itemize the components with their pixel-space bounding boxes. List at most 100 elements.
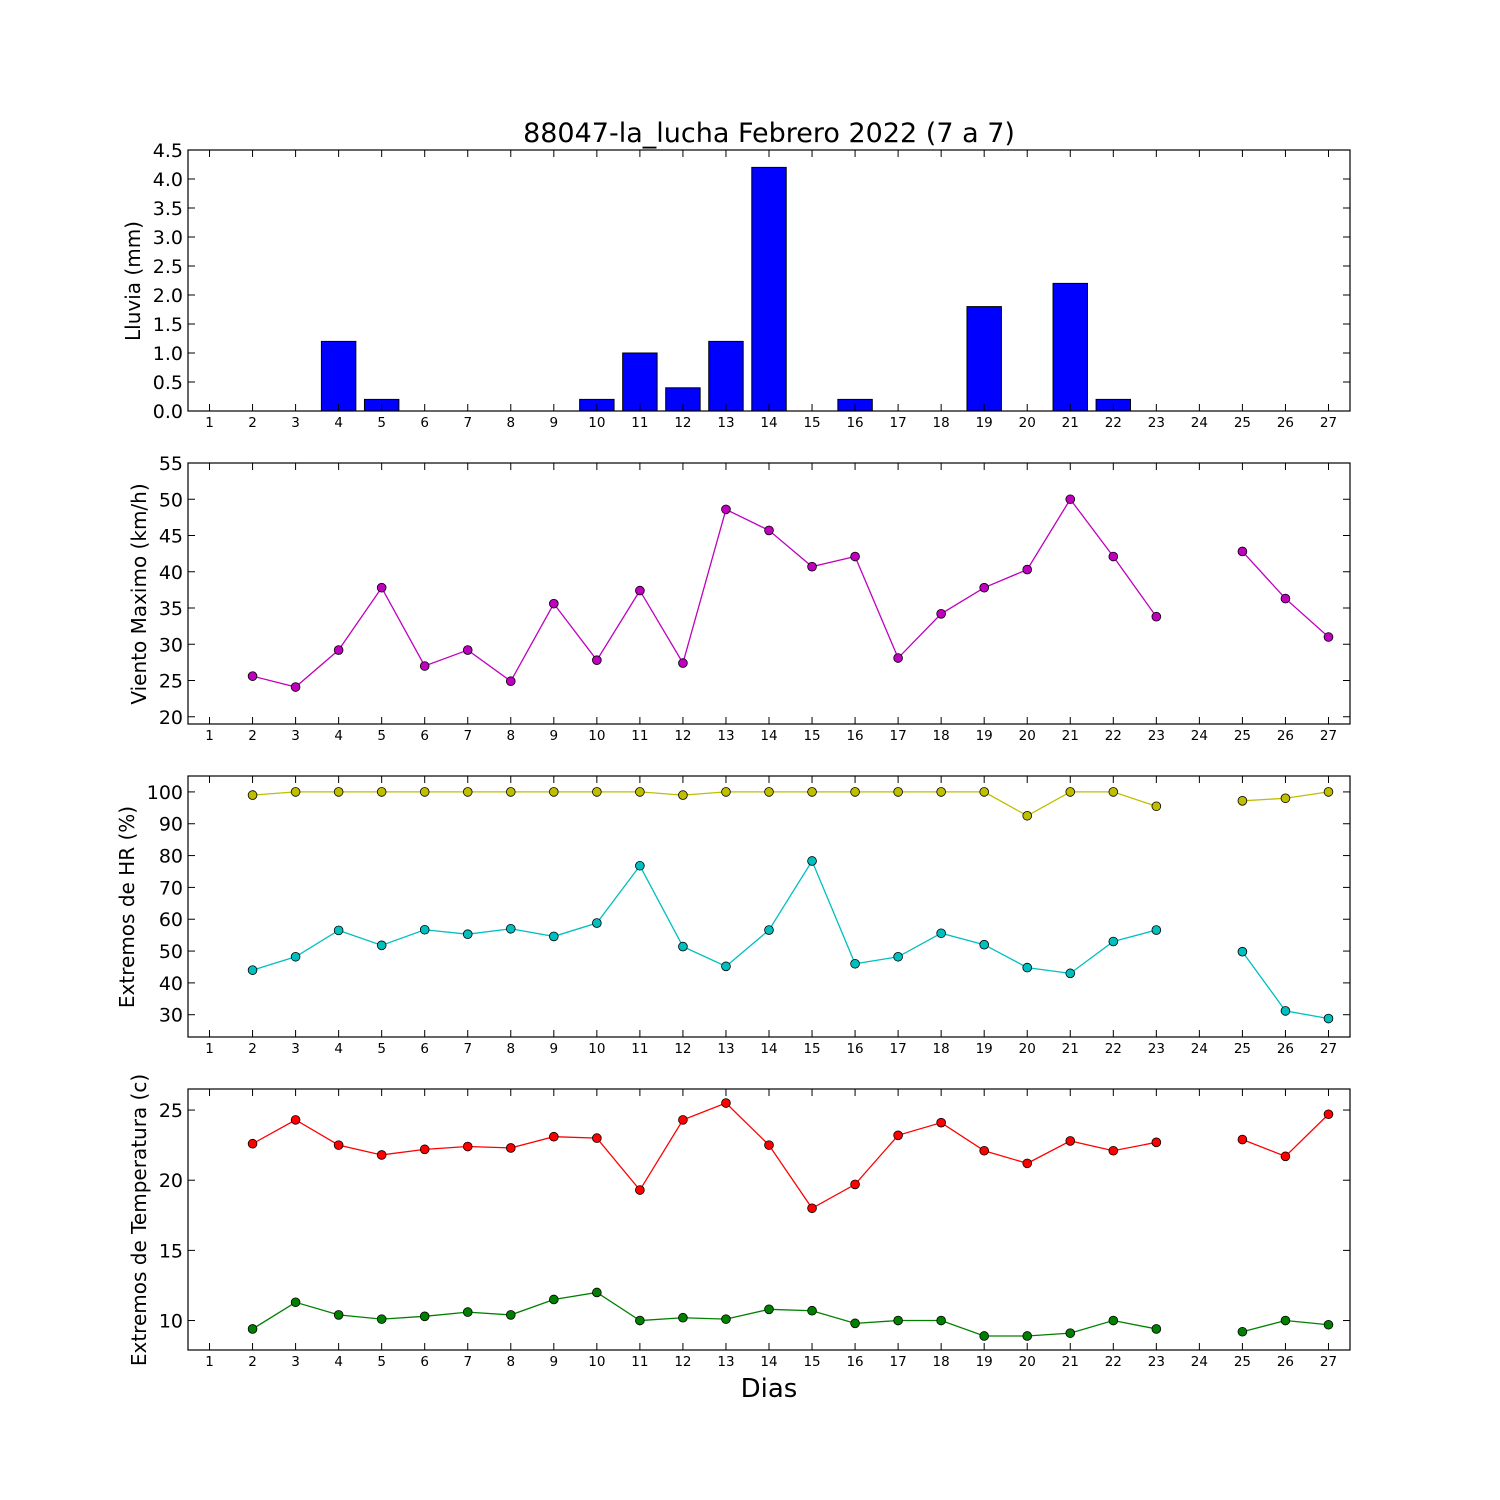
point-hr-s0-15 (807, 787, 817, 797)
xtick-label-temp: 2 (248, 1354, 257, 1370)
xtick-label-hr: 3 (291, 1041, 300, 1057)
xtick-label-viento: 1 (205, 728, 214, 744)
point-viento-s0-22 (1108, 551, 1119, 562)
point-temp-s1-19 (979, 1331, 989, 1341)
point-hr-s0-5 (376, 787, 387, 797)
xtick-label-hr: 17 (890, 1041, 907, 1057)
xtick-label-temp: 1 (205, 1354, 214, 1370)
axes-frame-temp (187, 1088, 1351, 1351)
point-viento-s0-18 (936, 608, 946, 619)
point-hr-s1-16 (850, 958, 860, 969)
ytick-label-lluvia: 1.5 (153, 314, 183, 336)
ytick-label-hr: 70 (159, 877, 183, 899)
xtick-label-hr: 10 (588, 1041, 605, 1057)
xtick-label-hr: 7 (463, 1041, 472, 1057)
point-temp-s1-13 (721, 1314, 731, 1324)
point-temp-s1-6 (419, 1311, 430, 1322)
point-viento-s0-14 (764, 525, 774, 536)
xtick-label-viento: 17 (890, 728, 907, 744)
point-hr-s0-27 (1323, 787, 1334, 797)
xtick-label-temp: 6 (420, 1354, 429, 1370)
xtick-label-viento: 20 (1019, 728, 1036, 744)
panel-lluvia: Lluvia (mm) (121, 221, 145, 341)
xtick-label-hr: 5 (377, 1041, 386, 1057)
xtick-label-hr: 25 (1234, 1041, 1251, 1057)
xtick-label-hr: 18 (933, 1041, 950, 1057)
point-hr-s1-2 (247, 965, 258, 975)
point-hr-s1-21 (1065, 968, 1076, 979)
point-viento-s0-8 (505, 676, 516, 687)
point-temp-s1-20 (1022, 1331, 1033, 1341)
xtick-label-temp: 21 (1062, 1354, 1079, 1370)
point-temp-s1-27 (1323, 1319, 1334, 1330)
point-hr-s0-12 (678, 790, 688, 800)
panel-viento: Viento Maximo (km/h) (127, 483, 151, 704)
point-temp-s1-9 (549, 1294, 559, 1305)
point-viento-s0-23 (1151, 611, 1162, 622)
point-hr-s0-21 (1065, 787, 1076, 797)
ytick-label-viento: 20 (159, 707, 183, 729)
point-temp-s1-16 (850, 1318, 860, 1329)
point-viento-s0-15 (807, 561, 817, 572)
xtick-label-temp: 7 (463, 1354, 472, 1370)
xtick-label-hr: 8 (506, 1041, 515, 1057)
xtick-label-hr: 12 (674, 1041, 691, 1057)
point-temp-s0-5 (376, 1150, 387, 1160)
point-viento-s0-9 (549, 598, 559, 609)
point-temp-s0-12 (678, 1115, 688, 1125)
ytick-label-temp: 15 (159, 1240, 183, 1262)
ytick-label-viento: 30 (159, 634, 183, 656)
xtick-label-hr: 24 (1191, 1041, 1208, 1057)
point-temp-s0-8 (505, 1143, 516, 1153)
xtick-label-viento: 13 (717, 728, 734, 744)
xtick-label-temp: 27 (1320, 1354, 1337, 1370)
xtick-label-lluvia: 16 (846, 415, 863, 431)
bar-lluvia-19 (966, 306, 1002, 412)
xtick-label-temp: 3 (291, 1354, 300, 1370)
ytick-label-viento: 50 (159, 489, 183, 511)
point-viento-s0-7 (462, 645, 473, 655)
point-temp-s0-21 (1065, 1136, 1076, 1146)
xtick-label-lluvia: 6 (420, 415, 429, 431)
xtick-label-temp: 10 (588, 1354, 605, 1370)
xtick-label-temp: 22 (1105, 1354, 1122, 1370)
xtick-label-viento: 4 (334, 728, 343, 744)
point-hr-s1-26 (1280, 1006, 1291, 1016)
xtick-label-hr: 16 (846, 1041, 863, 1057)
ytick-label-lluvia: 2.5 (153, 256, 183, 278)
point-temp-s1-23 (1151, 1324, 1162, 1334)
xtick-label-lluvia: 25 (1234, 415, 1251, 431)
xtick-label-hr: 6 (420, 1041, 429, 1057)
xtick-label-hr: 20 (1019, 1041, 1036, 1057)
x-axis-label: Dias (741, 1374, 798, 1404)
ytick-label-lluvia: 0.0 (153, 401, 183, 423)
xtick-label-temp: 4 (334, 1354, 343, 1370)
point-temp-s0-11 (635, 1185, 645, 1195)
point-temp-s0-6 (419, 1144, 430, 1155)
xtick-label-lluvia: 22 (1105, 415, 1122, 431)
point-temp-s0-25 (1237, 1134, 1248, 1145)
ytick-label-hr: 100 (147, 782, 183, 804)
point-temp-s1-11 (635, 1315, 645, 1326)
xtick-label-hr: 9 (550, 1041, 559, 1057)
xtick-label-viento: 14 (760, 728, 777, 744)
point-hr-s0-25 (1237, 796, 1248, 806)
ytick-label-viento: 45 (159, 526, 183, 548)
point-hr-s0-19 (979, 787, 989, 797)
panel-temp: Extremos de Temperatura (c) (127, 1074, 151, 1366)
point-temp-s1-14 (764, 1304, 774, 1315)
axes-frame-hr (187, 775, 1351, 1038)
xtick-label-temp: 26 (1277, 1354, 1294, 1370)
point-temp-s0-27 (1323, 1109, 1334, 1120)
point-temp-s0-14 (764, 1140, 774, 1150)
line-temp-s1-seg0 (252, 1291, 1157, 1337)
xtick-label-hr: 1 (205, 1041, 214, 1057)
ytick-label-lluvia: 1.0 (153, 343, 183, 365)
point-hr-s1-25 (1237, 946, 1248, 957)
point-hr-s1-6 (419, 924, 430, 935)
point-viento-s0-4 (333, 645, 344, 655)
point-viento-s0-21 (1065, 494, 1076, 505)
xtick-label-temp: 12 (674, 1354, 691, 1370)
